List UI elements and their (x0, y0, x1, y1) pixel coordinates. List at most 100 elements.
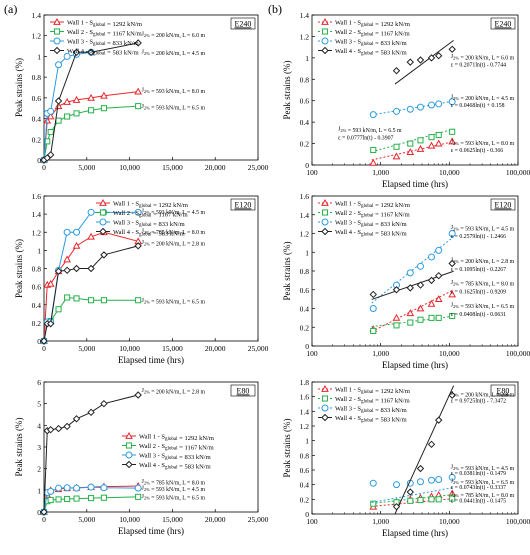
data-point (100, 494, 107, 501)
y-tick-label: 0.8 (300, 451, 310, 460)
data-point (47, 487, 55, 495)
legend-label: Wall 2 - Sglobal = 1167 kN/m (67, 29, 142, 38)
data-point (44, 138, 51, 145)
legend-marker (321, 17, 329, 25)
annotation: J2% = 200 kN/m, L = 6.0 m (451, 54, 515, 62)
legend-entry: Wall 1 - Sglobal = 1292 kN/m (318, 384, 410, 395)
annotation: ε = 0.0777ln(t) - 0.3907 (338, 134, 393, 141)
y-tick-label: 1 (37, 486, 41, 495)
data-point (64, 294, 71, 301)
chart-a3: 0 1 2 3 4 5 6 0 5,000 10,000 15,000 20,000 25,000 Ela… (14, 378, 269, 536)
data-point (428, 496, 435, 503)
legend-marker (125, 460, 133, 469)
data-point (46, 151, 55, 159)
y-tick-label: 1.4 (32, 11, 42, 20)
series-wall-3 (369, 230, 456, 312)
data-point (435, 100, 443, 108)
x-tick-label: 0 (42, 515, 46, 524)
data-point (88, 495, 95, 502)
data-point (134, 39, 142, 47)
data-point (63, 97, 71, 105)
data-point (369, 290, 377, 299)
data-point (416, 103, 424, 111)
plot-frame (311, 381, 519, 515)
data-point (448, 98, 456, 106)
plot-frame (43, 14, 259, 161)
series-wall-2 (370, 494, 456, 507)
data-point (88, 107, 95, 114)
data-point (406, 284, 414, 292)
y-tick-label: 0.4 (300, 305, 310, 314)
legend-entry: Wall 2 - Sglobal = 1167 kN/m (122, 442, 214, 452)
annotation: ε = 0.2579ln(t) - 1.2466 (451, 233, 506, 240)
data-point (46, 425, 55, 434)
data-point (417, 316, 424, 323)
x-tick-label: 5,000 (78, 344, 95, 353)
annotation: J2% = 200 kN/m, L = 2.8 m (451, 391, 515, 399)
data-point (407, 497, 414, 504)
condition-tag-box (490, 384, 516, 397)
data-point (87, 208, 95, 216)
chart-a2: 0 0.2 0.4 0.6 0.8 1 1.2 1.4 1.6 0 5,000 10,000 15,00… (14, 192, 269, 365)
data-point (55, 306, 62, 313)
legend-marker (321, 413, 329, 422)
condition-tag-box (490, 17, 516, 30)
data-point (88, 297, 95, 304)
y-tick-label: 0.8 (32, 73, 42, 82)
x-tick-label: 100 (306, 517, 318, 526)
data-point (369, 305, 377, 312)
annotation: J2% = 785 kN/m, L = 8.0 m (451, 492, 515, 500)
x-tick-label: 1,000 (372, 517, 389, 526)
y-tick-label: 4 (37, 421, 41, 430)
data-point (100, 91, 108, 99)
plot-frame (311, 14, 519, 166)
data-point (416, 464, 425, 473)
condition-tag: E80 (497, 387, 510, 396)
data-point (73, 295, 80, 302)
data-point (449, 312, 456, 320)
data-point (72, 264, 81, 273)
y-tick-label: 3 (37, 443, 41, 452)
x-tick-label: 10,000 (439, 168, 460, 177)
data-point (448, 391, 456, 399)
legend-marker (99, 198, 107, 206)
data-point (100, 399, 108, 408)
data-point (392, 67, 401, 75)
condition-tag: E80 (237, 387, 250, 396)
data-point (40, 508, 48, 516)
data-point (100, 251, 108, 259)
legend-marker (53, 17, 61, 25)
data-point (72, 95, 81, 103)
annotation: ε = 0.1095ln(t) - 0.2267 (451, 266, 506, 273)
legend-label: Wall 1 - Sglobal = 1292 kN/m (335, 201, 410, 210)
data-point (73, 495, 80, 502)
y-tick-label: 1.2 (300, 230, 310, 239)
data-point (393, 143, 400, 150)
data-point (448, 45, 456, 53)
annotation: ε = 0.0743ln(t) - 0.3337 (451, 484, 506, 491)
series-line (43, 231, 139, 342)
condition-tag-box (230, 198, 256, 211)
data-point (392, 286, 401, 294)
data-point (428, 314, 435, 321)
annotation: J2% = 200 kN/m, L = 4.5 m (142, 49, 206, 57)
trend-line (371, 289, 454, 333)
annotation: J2% = 593 kN/m, L = 4.5 m (451, 225, 515, 233)
y-tick-label: 1.8 (300, 378, 310, 387)
x-tick-label: 10,000 (119, 344, 140, 353)
y-tick-label: 0.2 (300, 323, 310, 332)
legend-marker (99, 209, 107, 216)
y-axis-label: Peak strains (%) (282, 419, 292, 478)
legend-entry: Wall 2 - Sglobal = 1167 kN/m (96, 209, 188, 219)
data-point (54, 102, 63, 110)
data-point (416, 304, 425, 312)
series-wall-3 (369, 98, 456, 119)
legend-label: Wall 4 - Sglobal = 583 kN/m (335, 48, 407, 57)
data-point (427, 440, 436, 449)
data-point (448, 230, 456, 237)
annotation: ε = 0.1625ln(t) - 0.9209 (451, 289, 506, 296)
data-point (55, 117, 62, 124)
data-point (63, 255, 71, 263)
data-point (435, 246, 443, 254)
